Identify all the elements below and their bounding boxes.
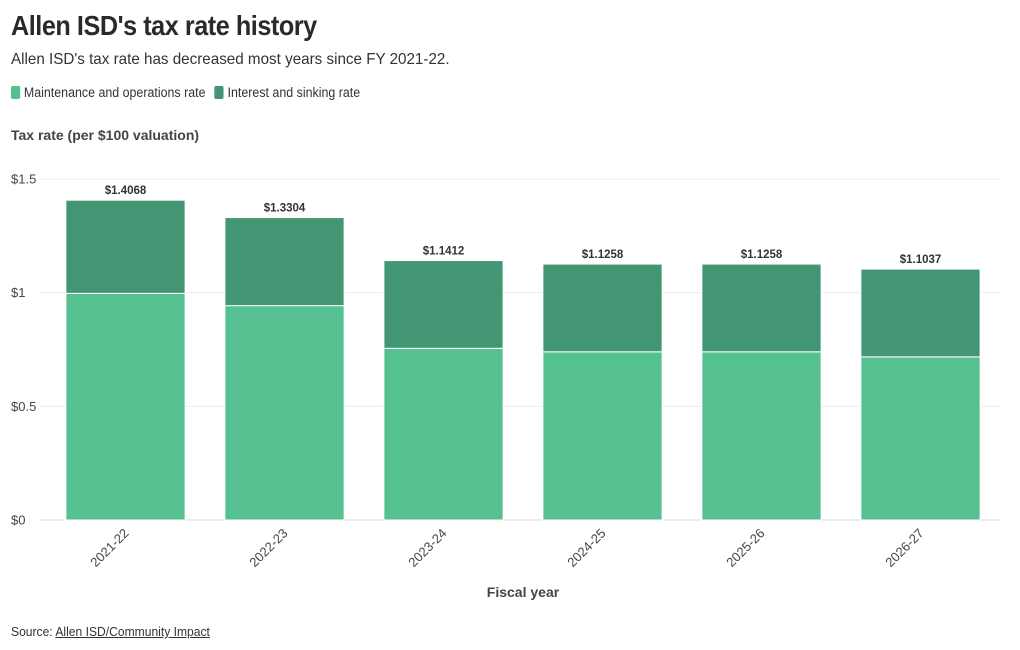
legend-item-maintenance: Maintenance and operations rate — [11, 85, 205, 100]
bar-total-label: $1.1037 — [900, 254, 942, 266]
x-tick-label: 2026-27 — [882, 526, 926, 570]
bar-interest-segment — [860, 268, 981, 358]
source-note: Source: Allen ISD/Community Impact — [11, 624, 210, 639]
legend-swatch-maintenance — [11, 86, 21, 99]
bar-maintenance-segment — [701, 351, 822, 521]
legend-label-interest: Interest and sinking rate — [227, 85, 361, 100]
y-axis-title: Tax rate (per $100 valuation) — [11, 127, 199, 143]
y-tick-label: $1.5 — [11, 172, 36, 187]
y-tick-label: $1 — [11, 285, 25, 300]
bar-total-label: $1.3304 — [264, 203, 306, 215]
bar-total-label: $1.4068 — [105, 185, 147, 197]
y-tick-label: $0.5 — [11, 399, 36, 414]
y-tick-label: $0 — [11, 513, 25, 528]
chart-title: Allen ISD's tax rate history — [11, 10, 317, 41]
legend-label-maintenance: Maintenance and operations rate — [23, 85, 206, 100]
x-tick-label: 2025-26 — [723, 526, 767, 570]
x-tick-label: 2021-22 — [87, 526, 131, 570]
legend-item-interest: Interest and sinking rate — [214, 85, 361, 100]
legend: Maintenance and operations rate Interest… — [11, 85, 369, 100]
bar-maintenance-segment — [224, 305, 345, 521]
legend-swatch-interest — [214, 86, 224, 99]
bar-maintenance-segment — [65, 292, 186, 521]
x-tick-label: 2024-25 — [564, 526, 608, 570]
bar-interest-segment — [542, 263, 663, 353]
bar-total-label: $1.1258 — [582, 249, 624, 261]
x-tick-label: 2023-24 — [405, 526, 449, 570]
bar-maintenance-segment — [542, 351, 663, 521]
source-link[interactable]: Allen ISD/Community Impact — [55, 624, 210, 639]
stacked-bar-chart: Tax rate (per $100 valuation) $0 $0.5 $1 $1.… — [11, 127, 1000, 600]
x-axis-title: Fiscal year — [487, 584, 560, 600]
bar-total-label: $1.1412 — [423, 246, 465, 258]
x-tick-label: 2022-23 — [246, 526, 290, 570]
bar-interest-segment — [701, 263, 822, 353]
bar-maintenance-segment — [860, 356, 981, 521]
bar-interest-segment — [383, 260, 504, 349]
bar-maintenance-segment — [383, 347, 504, 521]
source-prefix: Source: — [11, 624, 56, 639]
bar-total-label: $1.1258 — [741, 249, 783, 261]
bar-interest-segment — [224, 217, 345, 307]
bar-interest-segment — [65, 199, 186, 294]
chart-subtitle: Allen ISD's tax rate has decreased most … — [11, 51, 450, 68]
